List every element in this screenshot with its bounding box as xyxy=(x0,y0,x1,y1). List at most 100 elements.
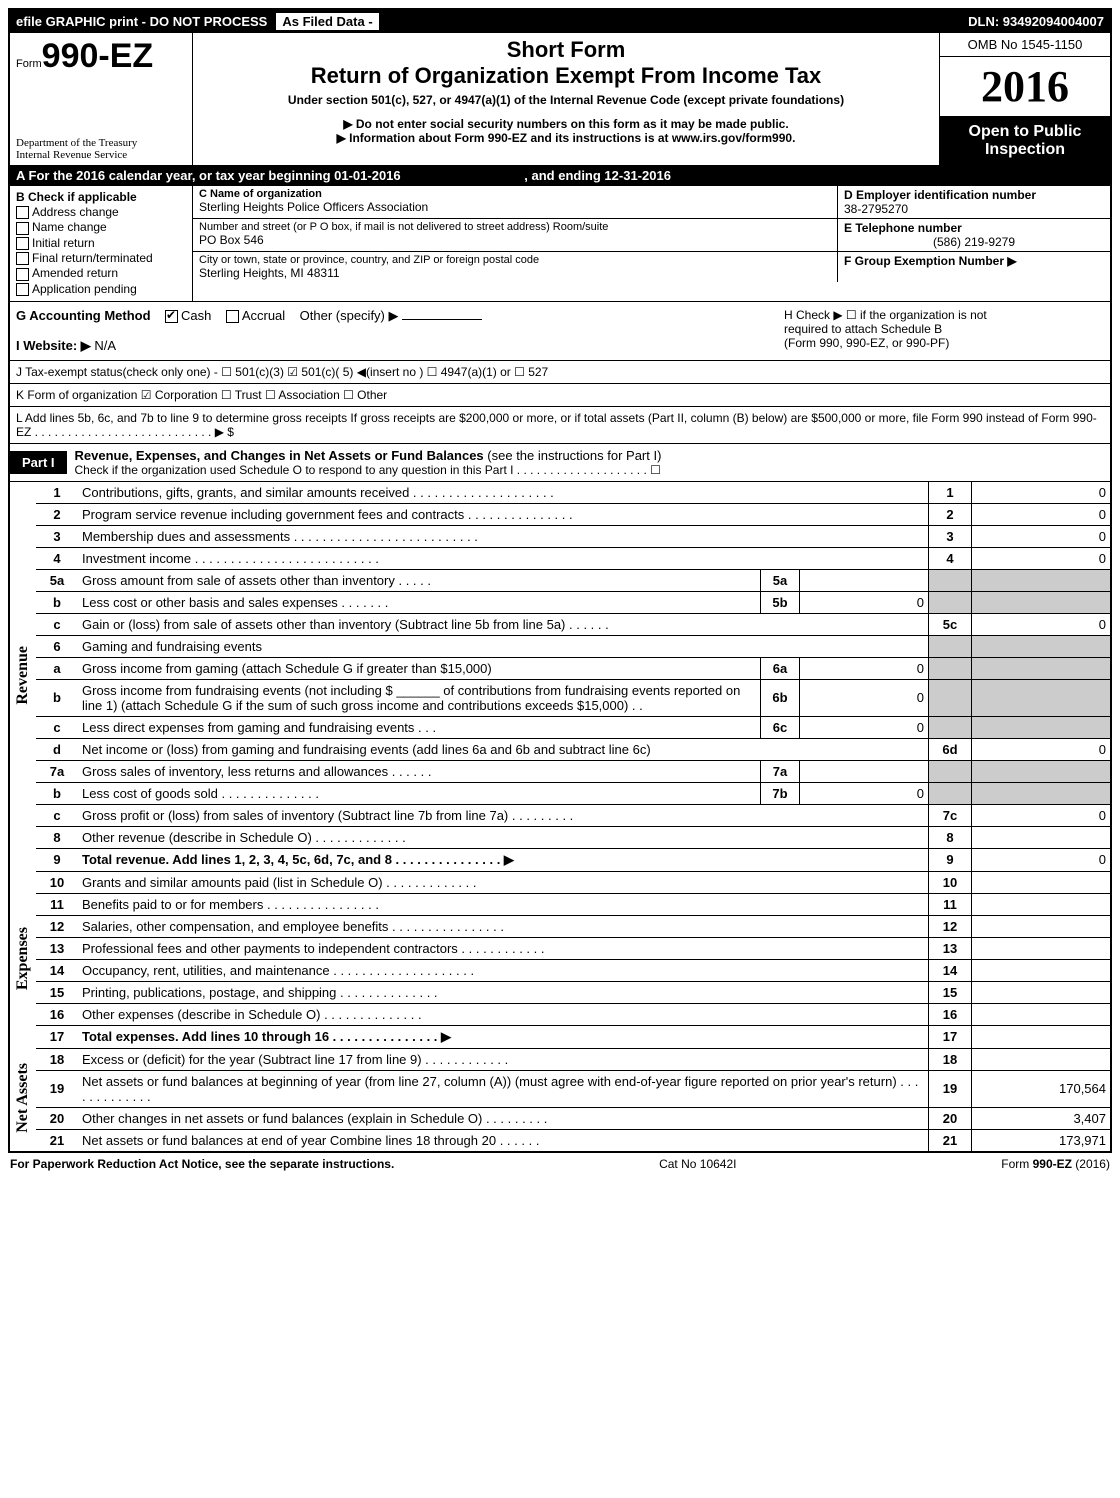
line-6d-val: 0 xyxy=(972,738,1111,760)
line-18-val xyxy=(972,1048,1111,1070)
cb-amended-return[interactable]: Amended return xyxy=(16,266,186,280)
cb-application-pending[interactable]: Application pending xyxy=(16,282,186,296)
form-header: Form990-EZ Department of the Treasury In… xyxy=(10,33,1110,166)
page-footer: For Paperwork Reduction Act Notice, see … xyxy=(8,1153,1112,1175)
city-value: Sterling Heights, MI 48311 xyxy=(199,266,831,280)
line-6d-num: d xyxy=(36,738,78,760)
row-a-end: , and ending 12-31-2016 xyxy=(524,168,671,183)
line-11-val xyxy=(972,893,1111,915)
form-subtitle: Under section 501(c), 527, or 4947(a)(1)… xyxy=(199,93,933,107)
name-box: C Name of organization Sterling Heights … xyxy=(193,186,838,219)
org-name: Sterling Heights Police Officers Associa… xyxy=(199,200,831,214)
ein-value: 38-2795270 xyxy=(844,202,1104,216)
department-label: Department of the Treasury Internal Reve… xyxy=(16,137,186,161)
line-7a-num: 7a xyxy=(36,760,78,782)
line-17-box: 17 xyxy=(929,1025,972,1048)
line-3-box: 3 xyxy=(929,525,972,547)
line-5a-ival xyxy=(800,569,929,591)
city-label: City or town, state or province, country… xyxy=(199,254,831,266)
line-7b-ival: 0 xyxy=(800,782,929,804)
line-19-desc: Net assets or fund balances at beginning… xyxy=(78,1070,929,1107)
expenses-side-label: Expenses xyxy=(14,927,32,990)
line-7c-val: 0 xyxy=(972,804,1111,826)
netassets-side-label: Net Assets xyxy=(14,1063,32,1133)
line-15-num: 15 xyxy=(36,981,78,1003)
cb-accrual[interactable] xyxy=(226,310,239,323)
i-label: I Website: ▶ xyxy=(16,338,91,353)
line-5b-num: b xyxy=(36,591,78,613)
line-8-val xyxy=(972,826,1111,848)
line-6c-grey2 xyxy=(972,716,1111,738)
g-other-input[interactable] xyxy=(402,319,482,320)
d-label: D Employer identification number xyxy=(844,188,1104,202)
line-12-num: 12 xyxy=(36,915,78,937)
line-13-num: 13 xyxy=(36,937,78,959)
cb-initial-return[interactable]: Initial return xyxy=(16,236,186,250)
line-6-num: 6 xyxy=(36,635,78,657)
footer-right: Form Form 990-EZ (2016)990-EZ (2016) xyxy=(1001,1157,1110,1171)
line-6a-grey xyxy=(929,657,972,679)
line-18-box: 18 xyxy=(929,1048,972,1070)
line-1-val: 0 xyxy=(972,482,1111,504)
line-6d-desc: Net income or (loss) from gaming and fun… xyxy=(78,738,929,760)
line-20-desc: Other changes in net assets or fund bala… xyxy=(78,1107,929,1129)
line-14-num: 14 xyxy=(36,959,78,981)
line-7a-grey2 xyxy=(972,760,1111,782)
phone-box: E Telephone number (586) 219-9279 xyxy=(838,219,1110,252)
part1-header: Part I Revenue, Expenses, and Changes in… xyxy=(10,444,1110,482)
line-3-desc: Membership dues and assessments . . . . … xyxy=(78,525,929,547)
topbar: efile GRAPHIC print - DO NOT PROCESS As … xyxy=(10,10,1110,33)
c-label: C Name of organization xyxy=(199,188,831,200)
line-21-val: 173,971 xyxy=(972,1129,1111,1151)
line-11-box: 11 xyxy=(929,893,972,915)
line-19-box: 19 xyxy=(929,1070,972,1107)
line-19-num: 19 xyxy=(36,1070,78,1107)
dept-irs: Internal Revenue Service xyxy=(16,149,186,161)
line-6a-ival: 0 xyxy=(800,657,929,679)
line-7b-desc: Less cost of goods sold . . . . . . . . … xyxy=(78,782,761,804)
line-15-val xyxy=(972,981,1111,1003)
website-value: N/A xyxy=(94,338,116,353)
line-6c-num: c xyxy=(36,716,78,738)
line-4-num: 4 xyxy=(36,547,78,569)
form-container: efile GRAPHIC print - DO NOT PROCESS As … xyxy=(8,8,1112,1153)
part1-tab: Part I xyxy=(10,451,67,474)
line-12-desc: Salaries, other compensation, and employ… xyxy=(78,915,929,937)
line-17-val xyxy=(972,1025,1111,1048)
open-to-public: Open to Public Inspection xyxy=(940,117,1110,165)
line-15-desc: Printing, publications, postage, and shi… xyxy=(78,981,929,1003)
line-4-box: 4 xyxy=(929,547,972,569)
line-7c-num: c xyxy=(36,804,78,826)
line-7a-ival xyxy=(800,760,929,782)
ein-box: D Employer identification number 38-2795… xyxy=(838,186,1110,219)
line-3-num: 3 xyxy=(36,525,78,547)
line-6c-grey xyxy=(929,716,972,738)
line-6-grey2 xyxy=(972,635,1111,657)
line-6-desc: Gaming and fundraising events xyxy=(78,635,929,657)
line-14-desc: Occupancy, rent, utilities, and maintena… xyxy=(78,959,929,981)
line-21-box: 21 xyxy=(929,1129,972,1151)
line-6b-grey2 xyxy=(972,679,1111,716)
line-9-num: 9 xyxy=(36,848,78,871)
footer-left: For Paperwork Reduction Act Notice, see … xyxy=(10,1157,394,1171)
line-21-num: 21 xyxy=(36,1129,78,1151)
g-accrual: Accrual xyxy=(242,308,285,323)
line-1-desc: Contributions, gifts, grants, and simila… xyxy=(78,482,929,504)
cb-address-change[interactable]: Address change xyxy=(16,205,186,219)
line-7c-box: 7c xyxy=(929,804,972,826)
line-20-num: 20 xyxy=(36,1107,78,1129)
cb-cash[interactable] xyxy=(165,310,178,323)
line-14-val xyxy=(972,959,1111,981)
line-6d-box: 6d xyxy=(929,738,972,760)
line-10-val xyxy=(972,871,1111,893)
line-9-val: 0 xyxy=(972,848,1111,871)
line-16-desc: Other expenses (describe in Schedule O) … xyxy=(78,1003,929,1025)
part1-check: Check if the organization used Schedule … xyxy=(75,463,1102,477)
line-6b-ibox: 6b xyxy=(761,679,800,716)
line-8-num: 8 xyxy=(36,826,78,848)
cb-final-return[interactable]: Final return/terminated xyxy=(16,251,186,265)
dln-label: DLN: 93492094004007 xyxy=(962,12,1110,31)
cb-name-change[interactable]: Name change xyxy=(16,220,186,234)
block-b: B Check if applicable Address change Nam… xyxy=(10,186,1110,302)
part1-table: Revenue 1 Contributions, gifts, grants, … xyxy=(10,482,1110,1151)
